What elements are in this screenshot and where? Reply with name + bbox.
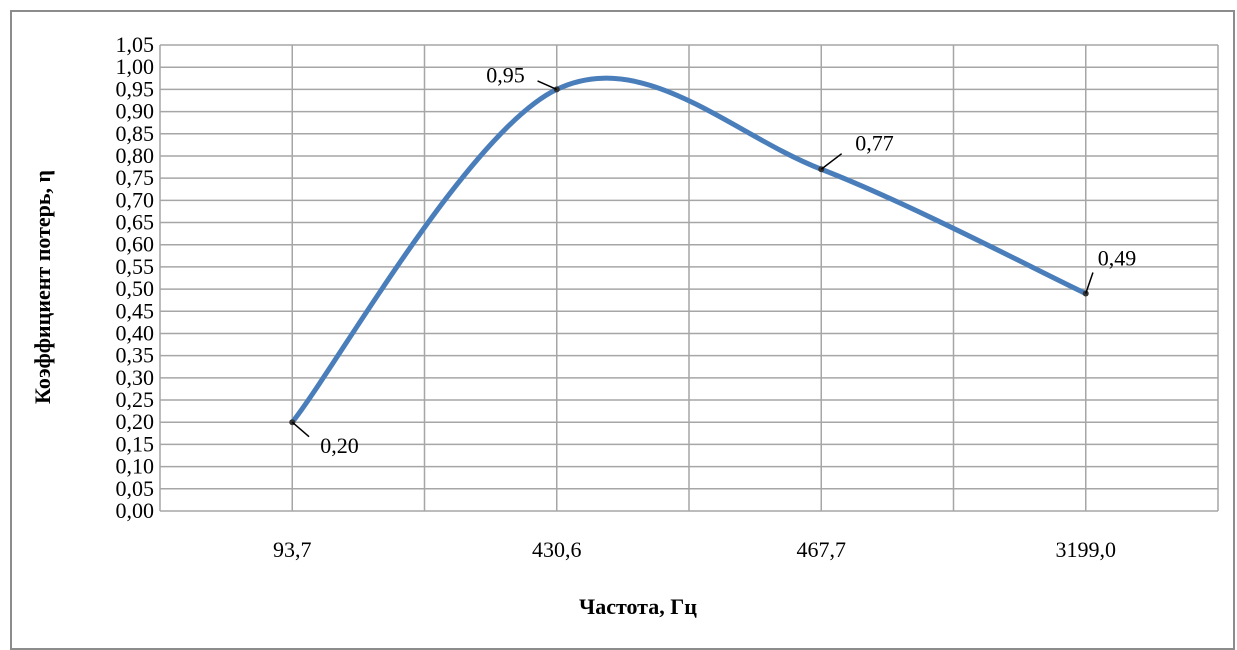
y-tick-label: 0,25 bbox=[116, 387, 155, 412]
series-line bbox=[289, 75, 1089, 425]
data-label: 0,20 bbox=[320, 433, 359, 458]
y-tick-label: 0,80 bbox=[116, 143, 155, 168]
data-label: 0,77 bbox=[855, 130, 894, 155]
data-label: 0,95 bbox=[486, 62, 525, 87]
x-tick-labels: 93,7 430,6 467,7 3199,0 bbox=[273, 537, 1116, 562]
x-tick-label: 430,6 bbox=[532, 537, 582, 562]
data-label-leader bbox=[537, 80, 558, 91]
y-tick-label: 0,85 bbox=[116, 121, 155, 146]
y-tick-label: 0,90 bbox=[116, 99, 155, 124]
y-tick-label: 0,95 bbox=[116, 76, 155, 101]
gridlines bbox=[159, 44, 1219, 512]
y-tick-label: 0,05 bbox=[116, 476, 155, 501]
y-tick-label: 0,45 bbox=[116, 298, 155, 323]
data-label-leader bbox=[820, 153, 843, 170]
y-tick-label: 1,00 bbox=[116, 54, 155, 79]
data-label: 0,49 bbox=[1098, 246, 1137, 271]
y-tick-label: 0,40 bbox=[116, 320, 155, 345]
data-label-leader bbox=[291, 421, 310, 438]
x-tick-label: 3199,0 bbox=[1056, 537, 1117, 562]
y-tick-label: 0,00 bbox=[116, 498, 155, 523]
y-tick-label: 0,35 bbox=[116, 343, 155, 368]
x-tick-label: 467,7 bbox=[797, 537, 847, 562]
data-labels: 0,20 0,95 0,77 0,49 bbox=[289, 62, 1136, 458]
line-chart: 0,000,050,100,150,200,250,300,350,400,45… bbox=[30, 32, 1219, 619]
y-tick-label: 0,30 bbox=[116, 365, 155, 390]
data-label-leader bbox=[1085, 272, 1094, 294]
y-tick-label: 0,65 bbox=[116, 210, 155, 235]
x-tick-label: 93,7 bbox=[273, 537, 312, 562]
y-tick-labels: 0,000,050,100,150,200,250,300,350,400,45… bbox=[116, 32, 155, 523]
y-tick-label: 0,20 bbox=[116, 409, 155, 434]
y-axis-title: Коэффициент потерь, η bbox=[30, 170, 55, 404]
y-tick-label: 0,15 bbox=[116, 431, 155, 456]
x-axis-title: Частота, Гц bbox=[579, 594, 697, 619]
y-tick-label: 1,05 bbox=[116, 32, 155, 57]
y-tick-label: 0,50 bbox=[116, 276, 155, 301]
y-tick-label: 0,60 bbox=[116, 232, 155, 257]
y-tick-label: 0,75 bbox=[116, 165, 155, 190]
y-tick-label: 0,10 bbox=[116, 454, 155, 479]
y-tick-label: 0,55 bbox=[116, 254, 155, 279]
chart-frame bbox=[10, 10, 1235, 650]
y-tick-label: 0,70 bbox=[116, 187, 155, 212]
